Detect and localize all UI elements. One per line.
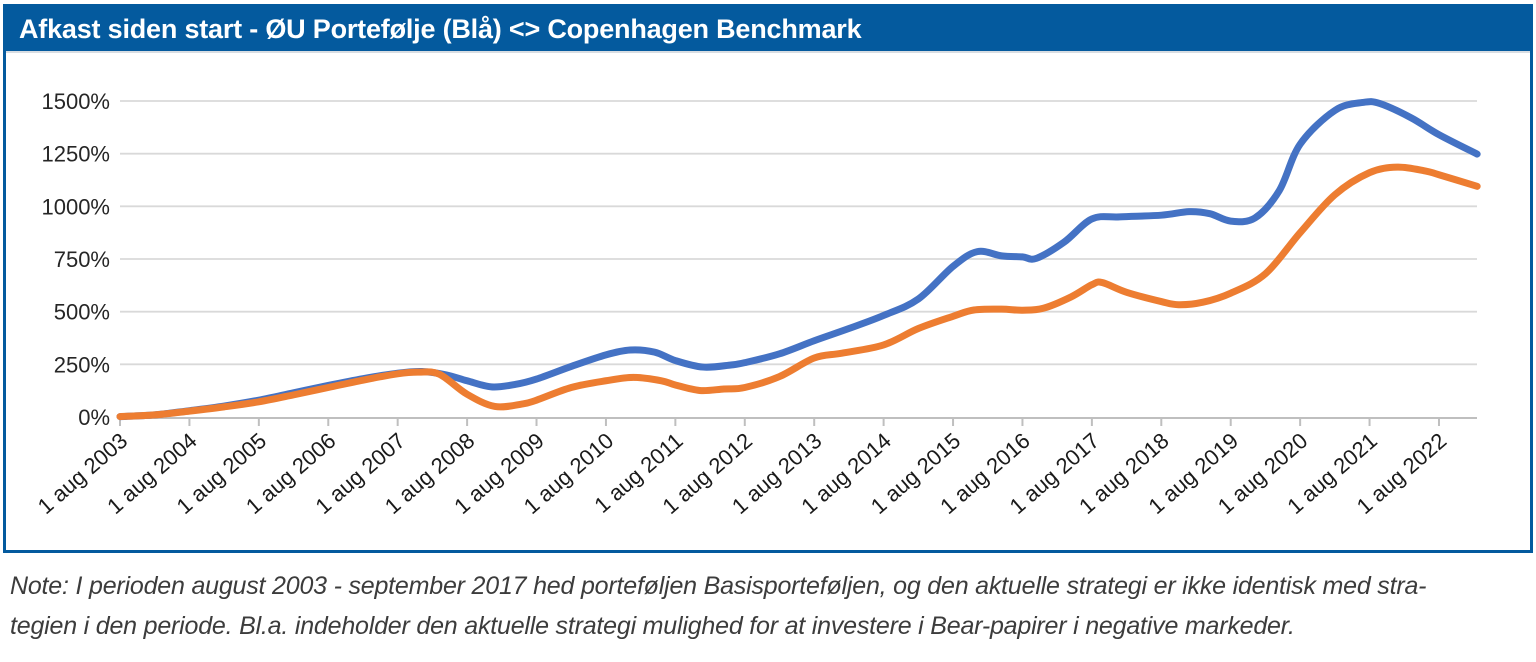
chart-widget: Afkast siden start - ØU Portefølje (Blå)… [3,4,1533,553]
y-axis-tick-label: 500% [54,300,110,325]
chart-title: Afkast siden start - ØU Portefølje (Blå)… [19,13,862,44]
footnote-line-1: Note: I perioden august 2003 - september… [10,572,1427,600]
benchmark-line [116,163,1481,421]
footnote-line-2: tegien i den periode. Bl.a. indeholder d… [10,612,1295,640]
footnote: Note: I perioden august 2003 - september… [10,566,1526,646]
y-axis-tick-label: 1000% [41,194,110,219]
chart-title-bar: Afkast siden start - ØU Portefølje (Blå)… [6,7,1530,53]
y-axis-tick-label: 0% [78,405,110,430]
y-axis-tick-label: 1250% [41,142,110,167]
y-axis-tick-label: 1500% [41,89,110,114]
y-axis-tick-label: 750% [54,247,110,272]
y-axis-tick-label: 250% [54,352,110,377]
